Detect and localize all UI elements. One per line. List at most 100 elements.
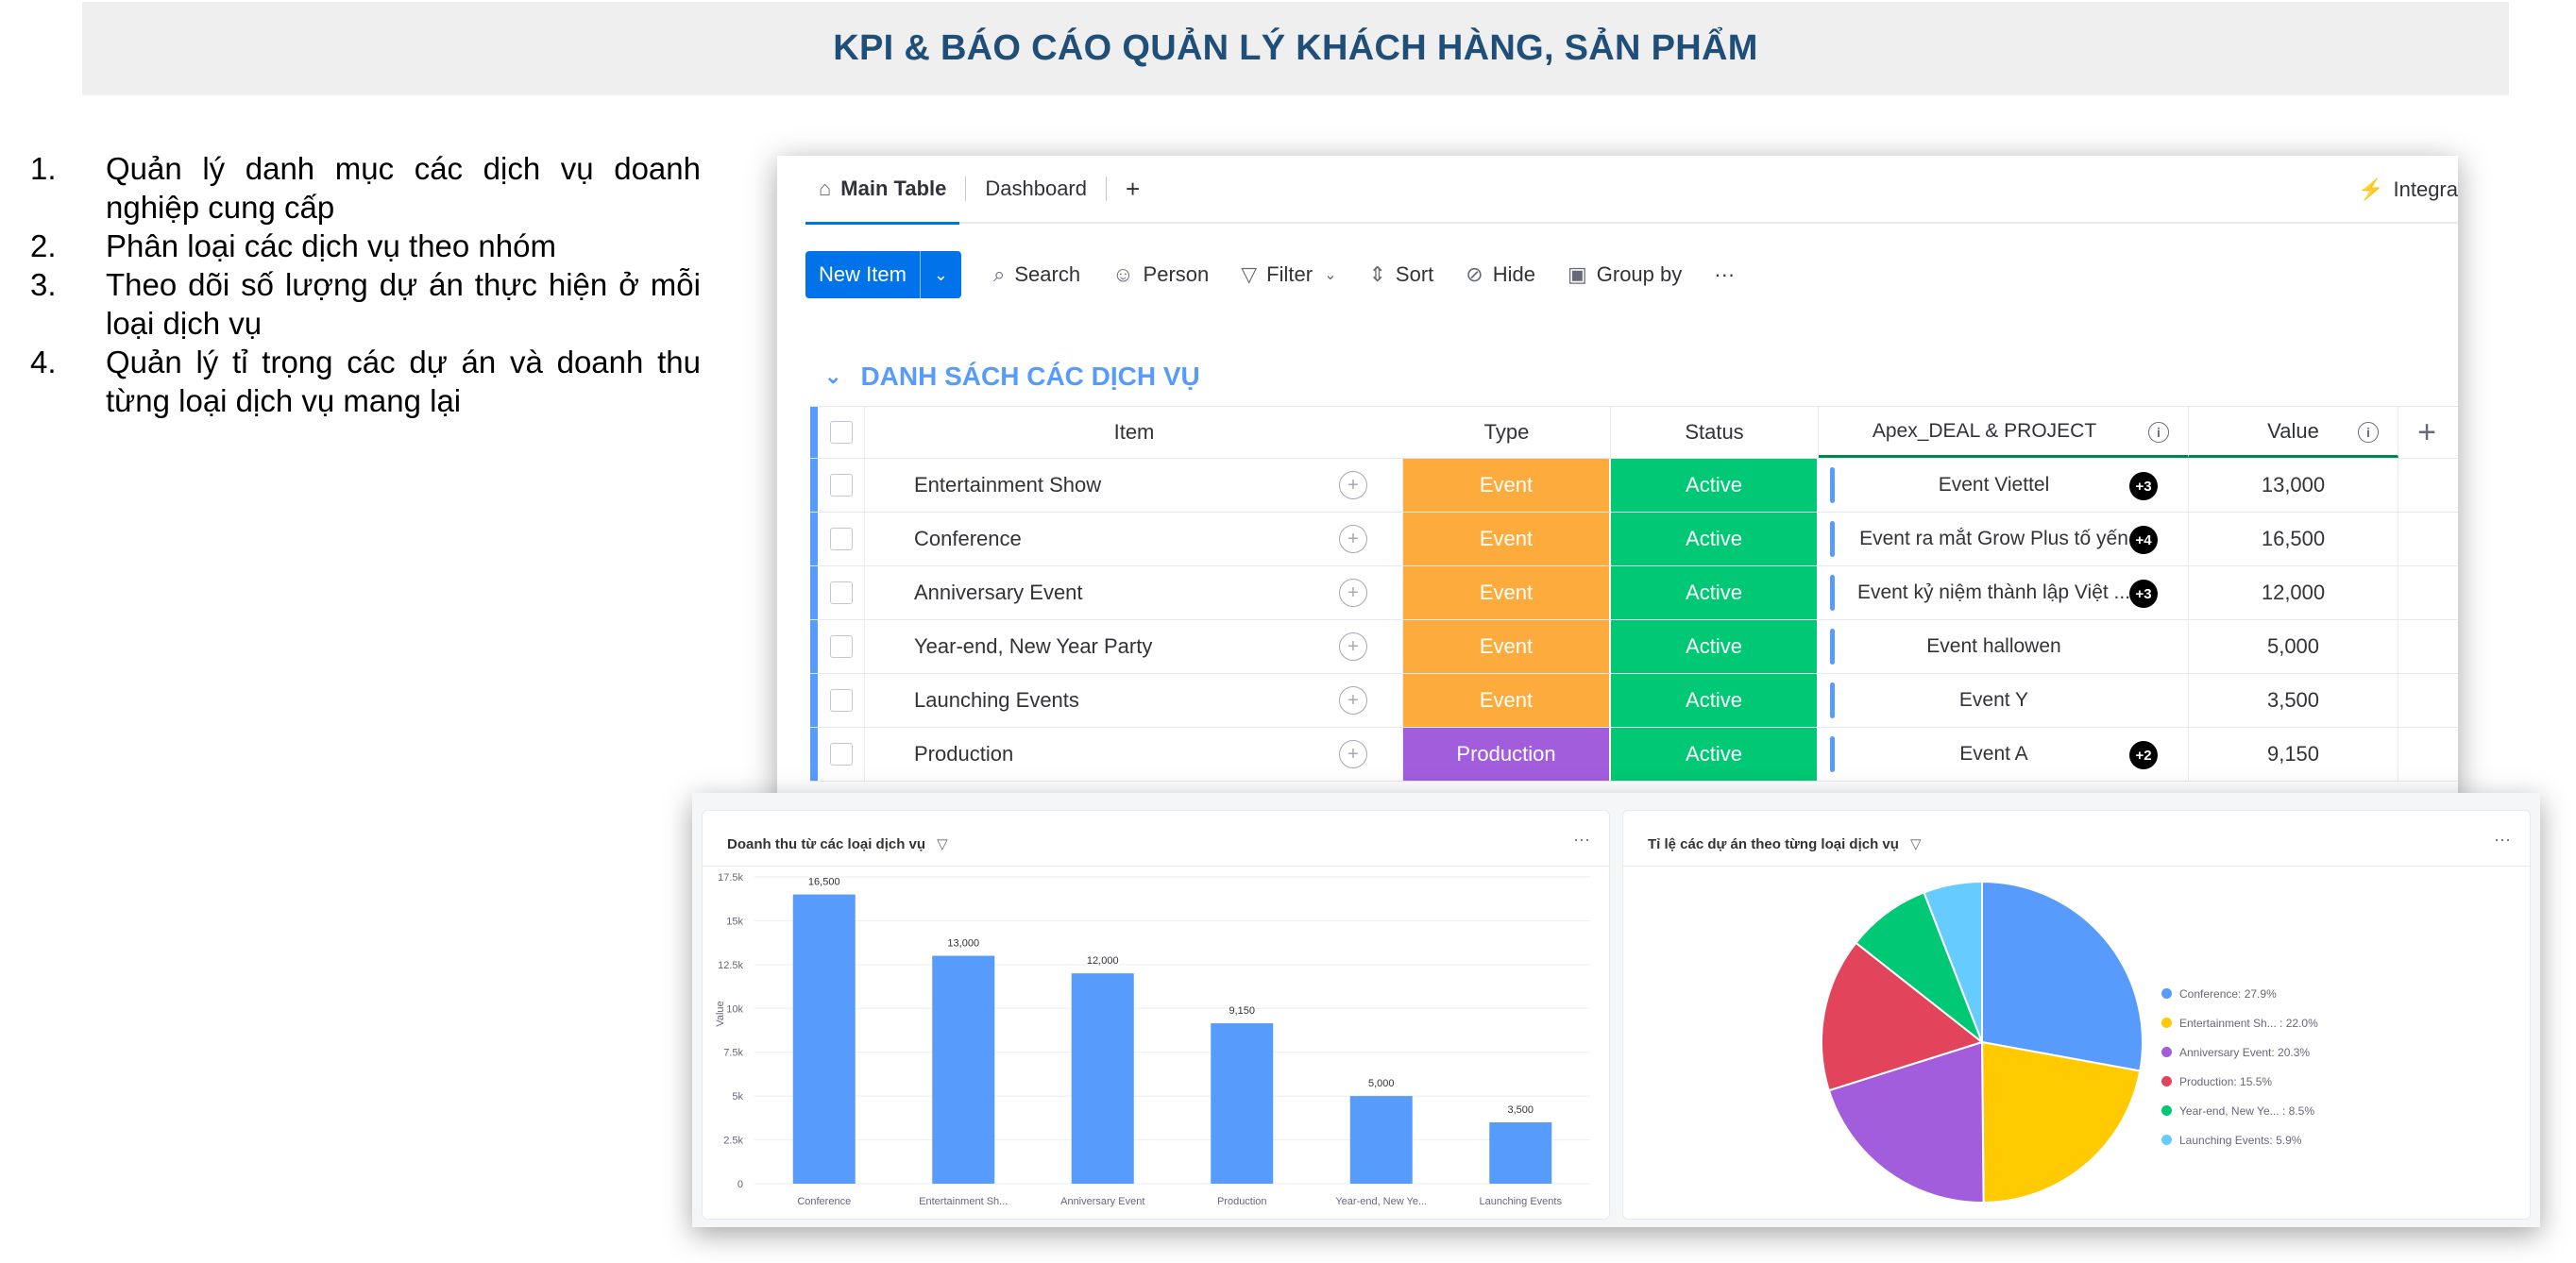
add-update-button[interactable]: + [1304, 728, 1403, 781]
integrate-button[interactable]: ⚡ Integra [2358, 156, 2458, 224]
row-checkbox[interactable] [818, 566, 865, 619]
bar[interactable] [1211, 1023, 1274, 1184]
more-count-badge[interactable]: +2 [2129, 741, 2158, 769]
checkbox-box[interactable] [829, 474, 853, 497]
deal-name[interactable]: Event ra mắt Grow Plus tố yến [1859, 528, 2128, 549]
deal-connect-cell[interactable]: Event Viettel +3 [1819, 459, 2189, 512]
deal-connect-cell[interactable]: Event hallowen [1819, 620, 2189, 673]
deal-connect-cell[interactable]: Event A +2 [1819, 728, 2189, 781]
more-options-icon[interactable]: ··· [1573, 830, 1590, 849]
type-label[interactable]: Event [1403, 459, 1611, 512]
bar[interactable] [932, 955, 995, 1184]
add-update-button[interactable]: + [1304, 566, 1403, 619]
info-icon[interactable]: i [2148, 422, 2169, 443]
checkbox-box[interactable] [829, 743, 853, 766]
item-name[interactable]: Conference [914, 527, 1022, 550]
column-header-status[interactable]: Status [1611, 407, 1819, 458]
checkbox-box[interactable] [829, 689, 853, 712]
type-label[interactable]: Event [1403, 674, 1611, 727]
add-update-icon[interactable]: + [1339, 579, 1367, 607]
status-label[interactable]: Active [1611, 674, 1819, 727]
deal-name[interactable]: Event Y [1958, 689, 2029, 711]
column-header-type[interactable]: Type [1403, 407, 1611, 458]
chevron-down-icon[interactable]: ⌄ [824, 364, 842, 388]
value-cell[interactable]: 9,150 [2189, 728, 2398, 781]
pie-slice[interactable] [1981, 880, 2144, 1072]
column-header-value[interactable]: Value i [2189, 407, 2398, 458]
bar[interactable] [1349, 1096, 1413, 1184]
type-label[interactable]: Event [1403, 566, 1611, 619]
row-checkbox[interactable] [818, 513, 865, 565]
add-update-button[interactable]: + [1304, 674, 1403, 727]
sort-button[interactable]: ⇕ Sort [1368, 262, 1433, 287]
more-options-icon[interactable]: ··· [2494, 830, 2511, 849]
select-all-checkbox[interactable] [818, 407, 865, 458]
legend-item[interactable]: Entertainment Sh... : 22.0% [2161, 1008, 2318, 1037]
status-label[interactable]: Active [1611, 620, 1819, 673]
table-row[interactable]: Production + Production Active Event A +2 9,15… [810, 728, 2458, 782]
deal-name[interactable]: Event hallowen [1926, 635, 2061, 657]
bar[interactable] [1489, 1122, 1552, 1184]
table-row[interactable]: Year-end, New Year Party + Event Active Even… [810, 620, 2458, 674]
chevron-down-icon[interactable]: ⌄ [1324, 267, 1337, 283]
deal-connect-cell[interactable]: Event kỷ niệm thành lập Việt ... +3 [1819, 566, 2189, 619]
checkbox-box[interactable] [829, 581, 853, 604]
item-name[interactable]: Year-end, New Year Party [914, 634, 1153, 658]
more-options-button[interactable]: ··· [1714, 262, 1736, 286]
type-label[interactable]: Production [1403, 728, 1611, 781]
add-view-button[interactable]: + [1126, 174, 1141, 203]
type-label[interactable]: Event [1403, 513, 1611, 565]
value-cell[interactable]: 13,000 [2189, 459, 2398, 512]
status-label[interactable]: Active [1611, 459, 1819, 512]
pie-slice[interactable] [1821, 941, 1985, 1092]
table-row[interactable]: Launching Events + Event Active Event Y 3,500 [810, 674, 2458, 728]
table-row[interactable]: Conference + Event Active Event ra mắt Grow … [810, 513, 2458, 566]
search-button[interactable]: ⌕ Search [993, 262, 1080, 287]
legend-item[interactable]: Launching Events: 5.9% [2161, 1125, 2318, 1154]
column-header-item[interactable]: Item [1113, 420, 1155, 444]
tab-main-table[interactable]: ⌂ Main Table [805, 156, 960, 225]
more-count-badge[interactable]: +3 [2129, 580, 2158, 608]
info-icon[interactable]: i [2358, 422, 2379, 443]
pie-slice[interactable] [1827, 1040, 1985, 1204]
deal-name[interactable]: Event kỷ niệm thành lập Việt ... [1856, 581, 2131, 603]
legend-item[interactable]: Production: 15.5% [2161, 1067, 2318, 1096]
legend-item[interactable]: Anniversary Event: 20.3% [2161, 1037, 2318, 1067]
deal-name[interactable]: Event A [1959, 743, 2028, 765]
status-label[interactable]: Active [1611, 728, 1819, 781]
value-cell[interactable]: 12,000 [2189, 566, 2398, 619]
row-checkbox[interactable] [818, 459, 865, 512]
row-checkbox[interactable] [818, 728, 865, 781]
new-item-button[interactable]: New Item ⌄ [805, 251, 962, 298]
bar[interactable] [1071, 973, 1134, 1184]
checkbox-box[interactable] [829, 528, 853, 550]
person-button[interactable]: ☺ Person [1112, 262, 1209, 287]
filter-icon[interactable]: ▽ [1909, 836, 1922, 852]
status-label[interactable]: Active [1611, 566, 1819, 619]
status-label[interactable]: Active [1611, 513, 1819, 565]
legend-item[interactable]: Year-end, New Ye... : 8.5% [2161, 1096, 2318, 1125]
deal-connect-cell[interactable]: Event Y [1819, 674, 2189, 727]
add-update-icon[interactable]: + [1339, 525, 1367, 553]
chevron-down-icon[interactable]: ⌄ [919, 251, 961, 298]
table-row[interactable]: Anniversary Event + Event Active Event kỷ ni… [810, 566, 2458, 620]
add-update-button[interactable]: + [1304, 620, 1403, 673]
column-header-deal[interactable]: Apex_DEAL & PROJECT i [1819, 407, 2189, 458]
pie-slice[interactable] [1855, 891, 1985, 1046]
tab-dashboard[interactable]: Dashboard [972, 156, 1100, 223]
pie-slice[interactable] [1923, 880, 1983, 1043]
checkbox-box[interactable] [829, 635, 853, 658]
add-update-icon[interactable]: + [1339, 686, 1367, 715]
filter-icon[interactable]: ▽ [937, 836, 948, 852]
deal-name[interactable]: Event Viettel [1938, 474, 2050, 496]
add-update-icon[interactable]: + [1339, 740, 1367, 768]
item-name[interactable]: Launching Events [914, 688, 1079, 712]
add-update-button[interactable]: + [1304, 459, 1403, 512]
add-column-button[interactable]: + [2417, 413, 2436, 450]
item-name[interactable]: Anniversary Event [914, 581, 1083, 604]
checkbox-box[interactable] [829, 421, 853, 444]
table-row[interactable]: Entertainment Show + Event Active Event Viet… [810, 459, 2458, 513]
value-cell[interactable]: 16,500 [2189, 513, 2398, 565]
value-cell[interactable]: 5,000 [2189, 620, 2398, 673]
more-count-badge[interactable]: +4 [2129, 526, 2158, 554]
